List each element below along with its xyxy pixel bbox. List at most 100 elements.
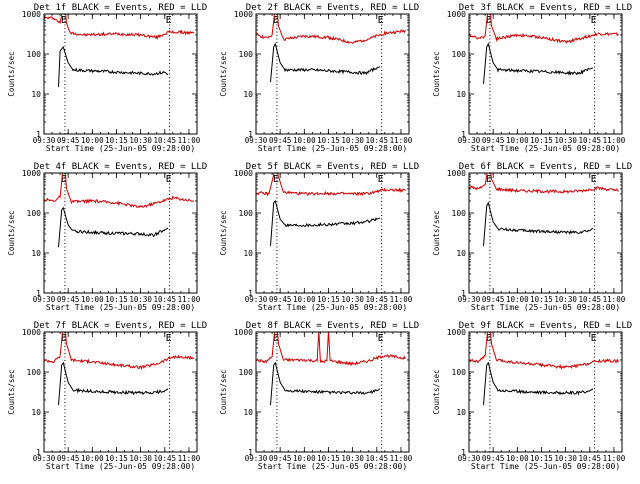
y-tick-label: 100 bbox=[452, 50, 467, 59]
chart-panel: Det 2f BLACK = Events, RED = LLD 1 10 100 10… bbox=[219, 3, 419, 153]
x-tick-label: 11:00 bbox=[390, 454, 413, 463]
y-tick-label: 1000 bbox=[447, 328, 466, 337]
event-marker-label: E bbox=[378, 333, 384, 344]
x-tick-label: 09:30 bbox=[245, 295, 268, 304]
x-tick-label: 11:00 bbox=[603, 454, 626, 463]
x-tick-label: 11:00 bbox=[603, 136, 626, 145]
lld-series-line bbox=[44, 14, 195, 40]
x-tick-label: 10:45 bbox=[579, 454, 602, 463]
x-tick-label: 10:30 bbox=[554, 136, 577, 145]
x-tick-label: 10:00 bbox=[506, 295, 529, 304]
chart-panel: Det 1f BLACK = Events, RED = LLD 1 10 100 10… bbox=[7, 3, 207, 153]
x-tick-label: 10:00 bbox=[293, 136, 316, 145]
plot-frame bbox=[255, 331, 410, 453]
x-tick-label: 11:00 bbox=[390, 295, 413, 304]
plot-frame bbox=[43, 331, 198, 453]
y-tick-label: 100 bbox=[452, 368, 467, 377]
x-tick-label: 10:15 bbox=[317, 295, 340, 304]
x-tick-label: 09:45 bbox=[57, 295, 80, 304]
lld-series-line bbox=[469, 173, 619, 194]
x-tick-label: 09:30 bbox=[458, 295, 481, 304]
chart-panel: Det 5f BLACK = Events, RED = LLD 1 10 100 10… bbox=[219, 162, 419, 312]
event-marker-label: E bbox=[61, 15, 67, 26]
events-series-line bbox=[483, 361, 594, 406]
x-tick-label: 10:30 bbox=[129, 295, 152, 304]
x-tick-label: 10:30 bbox=[554, 454, 577, 463]
y-axis-label: Counts/sec bbox=[7, 369, 16, 414]
y-tick-label: 1 bbox=[461, 289, 466, 298]
y-tick-label: 10 bbox=[243, 249, 253, 258]
x-tick-label: 10:45 bbox=[579, 295, 602, 304]
x-tick-label: 10:15 bbox=[317, 454, 340, 463]
events-series-line bbox=[58, 206, 169, 248]
event-marker-label: E bbox=[166, 174, 172, 185]
y-tick-label: 100 bbox=[27, 368, 42, 377]
chart-title: Det 6f BLACK = Events, RED = LLD bbox=[459, 162, 632, 172]
event-marker-label: E bbox=[61, 333, 67, 344]
y-tick-label: 1000 bbox=[447, 10, 466, 19]
events-series-line bbox=[270, 42, 381, 83]
y-tick-label: 1000 bbox=[22, 328, 41, 337]
x-tick-label: 10:15 bbox=[530, 454, 553, 463]
y-tick-label: 1000 bbox=[22, 10, 41, 19]
x-tick-label: 10:00 bbox=[293, 454, 316, 463]
y-tick-label: 1000 bbox=[234, 169, 253, 178]
plot-frame bbox=[255, 172, 410, 294]
event-marker-label: E bbox=[273, 15, 279, 26]
y-tick-label: 10 bbox=[456, 249, 466, 258]
y-tick-label: 1 bbox=[461, 130, 466, 139]
chart-panel: Det 9f BLACK = Events, RED = LLD 1 10 100 10… bbox=[432, 321, 632, 471]
plot-frame bbox=[468, 331, 623, 453]
x-tick-label: 10:00 bbox=[506, 136, 529, 145]
y-axis-label: Counts/sec bbox=[7, 51, 16, 96]
x-tick-label: 11:00 bbox=[603, 295, 626, 304]
event-marker-label: E bbox=[486, 174, 492, 185]
x-axis-label: Start Time (25-Jun-05 09:28:00) bbox=[46, 462, 195, 471]
chart-title: Det 9f BLACK = Events, RED = LLD bbox=[459, 321, 632, 331]
x-tick-label: 09:45 bbox=[269, 136, 292, 145]
y-tick-label: 1 bbox=[248, 130, 253, 139]
x-axis-label: Start Time (25-Jun-05 09:28:00) bbox=[258, 144, 407, 153]
lld-series-line bbox=[44, 173, 194, 209]
x-tick-label: 09:30 bbox=[33, 136, 56, 145]
lld-series-line bbox=[256, 14, 406, 44]
x-tick-label: 10:30 bbox=[129, 136, 152, 145]
x-tick-label: 09:30 bbox=[33, 454, 56, 463]
chart-title: Det 8f BLACK = Events, RED = LLD bbox=[246, 321, 419, 331]
event-marker-label: E bbox=[166, 15, 172, 26]
y-tick-label: 10 bbox=[456, 408, 466, 417]
lld-series-line bbox=[469, 14, 619, 44]
y-tick-label: 1 bbox=[461, 448, 466, 457]
y-axis-label: Counts/sec bbox=[432, 369, 441, 414]
x-tick-label: 10:30 bbox=[341, 454, 364, 463]
y-tick-label: 100 bbox=[27, 209, 42, 218]
chart-panel: Det 4f BLACK = Events, RED = LLD 1 10 100 10… bbox=[7, 162, 207, 312]
chart-panel: Det 7f BLACK = Events, RED = LLD 1 10 100 10… bbox=[7, 321, 207, 471]
x-tick-label: 09:30 bbox=[458, 454, 481, 463]
event-marker-label: E bbox=[273, 333, 279, 344]
event-marker-label: E bbox=[591, 333, 597, 344]
x-axis-label: Start Time (25-Jun-05 09:28:00) bbox=[258, 462, 407, 471]
y-tick-label: 1000 bbox=[234, 328, 253, 337]
x-tick-label: 09:30 bbox=[245, 136, 268, 145]
y-tick-label: 1 bbox=[36, 448, 41, 457]
y-tick-label: 10 bbox=[31, 408, 41, 417]
x-tick-label: 10:00 bbox=[506, 454, 529, 463]
event-marker-label: E bbox=[166, 333, 172, 344]
x-tick-label: 11:00 bbox=[178, 295, 201, 304]
x-tick-label: 10:15 bbox=[530, 295, 553, 304]
x-tick-label: 10:15 bbox=[105, 136, 128, 145]
x-tick-label: 10:45 bbox=[366, 295, 389, 304]
x-axis-label: Start Time (25-Jun-05 09:28:00) bbox=[471, 303, 620, 312]
x-tick-label: 10:15 bbox=[105, 295, 128, 304]
chart-panel: Det 3f BLACK = Events, RED = LLD 1 10 100 10… bbox=[432, 3, 632, 153]
x-tick-label: 11:00 bbox=[178, 136, 201, 145]
x-tick-label: 10:45 bbox=[154, 454, 177, 463]
lld-series-line bbox=[256, 173, 406, 197]
y-tick-label: 1 bbox=[248, 289, 253, 298]
chart-title: Det 3f BLACK = Events, RED = LLD bbox=[459, 3, 632, 13]
chart-title: Det 7f BLACK = Events, RED = LLD bbox=[34, 321, 207, 331]
x-axis-label: Start Time (25-Jun-05 09:28:00) bbox=[258, 303, 407, 312]
x-tick-label: 10:30 bbox=[341, 295, 364, 304]
